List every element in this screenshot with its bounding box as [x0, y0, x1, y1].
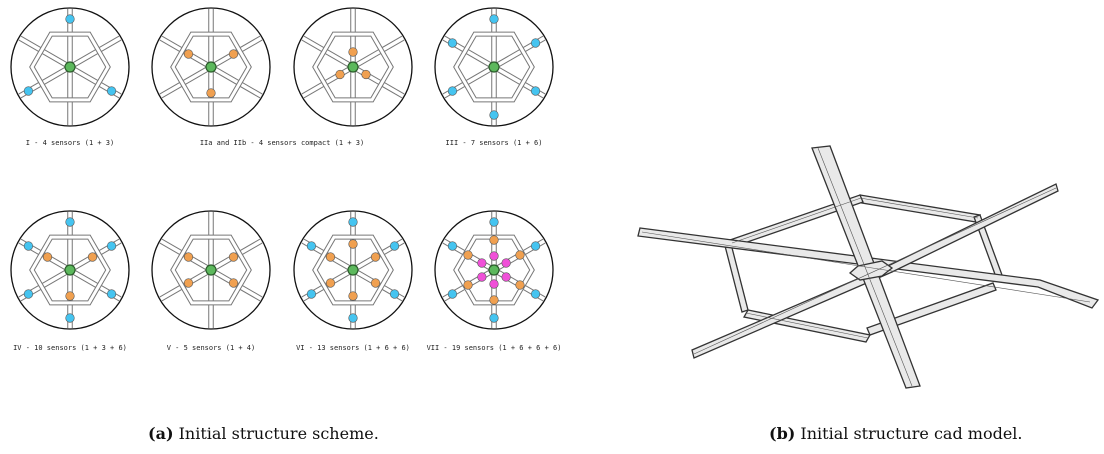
scheme-6	[152, 211, 270, 329]
outer-sensor	[448, 39, 457, 48]
inner-sensor	[516, 281, 525, 290]
inner-sensor	[336, 70, 345, 79]
inner-sensor	[43, 253, 52, 262]
inner-sensor	[229, 253, 238, 262]
cad-model-drawing	[620, 130, 1104, 400]
outer-sensor	[24, 87, 33, 96]
center-sensor	[65, 62, 75, 72]
inner-sensor	[371, 279, 380, 288]
outer-sensor	[490, 15, 499, 24]
inner-sensor	[349, 48, 358, 57]
scheme-8	[435, 211, 553, 329]
inner-sensor	[362, 70, 371, 79]
core-sensor	[490, 252, 499, 261]
inner-sensor	[88, 253, 97, 262]
inner-sensor	[490, 236, 499, 245]
caption-a: (a) Initial structure scheme.	[148, 424, 379, 443]
scheme-label: VI - 13 sensors (1 + 6 + 6)	[296, 344, 410, 352]
center-sensor	[65, 265, 75, 275]
scheme-2	[152, 8, 270, 126]
inner-sensor	[207, 89, 216, 98]
outer-sensor	[66, 314, 75, 323]
core-sensor	[502, 259, 511, 268]
core-sensor	[502, 273, 511, 282]
center-sensor	[348, 265, 358, 275]
inner-sensor	[326, 253, 335, 262]
scheme-label: III - 7 sensors (1 + 6)	[446, 139, 543, 147]
inner-sensor	[229, 50, 238, 59]
scheme-5	[11, 211, 129, 329]
structure-scheme-panel: I - 4 sensors (1 + 3) IIa and IIb - 4 sen…	[0, 0, 600, 410]
outer-sensor	[390, 242, 399, 251]
inner-sensor	[326, 279, 335, 288]
inner-sensor	[464, 251, 473, 260]
outer-sensor	[24, 242, 33, 251]
inner-sensor	[464, 281, 473, 290]
outer-sensor	[107, 87, 116, 96]
inner-sensor	[184, 253, 193, 262]
scheme-label: VII - 19 sensors (1 + 6 + 6 + 6)	[427, 344, 562, 352]
outer-sensor	[349, 218, 358, 227]
outer-sensor	[448, 290, 457, 299]
outer-sensor	[531, 290, 540, 299]
outer-sensor	[490, 111, 499, 120]
core-sensor	[478, 273, 487, 282]
scheme-1	[11, 8, 129, 126]
inner-sensor	[66, 292, 75, 301]
scheme-7	[294, 211, 412, 329]
inner-sensor	[349, 292, 358, 301]
inner-sensor	[229, 279, 238, 288]
outer-sensor	[66, 15, 75, 24]
caption-a-tag: (a)	[148, 424, 174, 443]
inner-sensor	[184, 50, 193, 59]
outer-sensor	[448, 87, 457, 96]
outer-sensor	[531, 39, 540, 48]
outer-sensor	[307, 242, 316, 251]
caption-b-tag: (b)	[769, 424, 795, 443]
core-sensor	[490, 280, 499, 289]
scheme-4	[435, 8, 553, 126]
inner-sensor	[371, 253, 380, 262]
core-sensor	[478, 259, 487, 268]
center-sensor	[206, 62, 216, 72]
outer-sensor	[490, 218, 499, 227]
caption-b: (b) Initial structure cad model.	[769, 424, 1022, 443]
inner-sensor	[184, 279, 193, 288]
scheme-label: I - 4 sensors (1 + 3)	[26, 139, 115, 147]
center-sensor	[489, 62, 499, 72]
outer-sensor	[448, 242, 457, 251]
caption-b-text: Initial structure cad model.	[795, 424, 1022, 443]
outer-sensor	[24, 290, 33, 299]
inner-sensor	[516, 251, 525, 260]
outer-sensor	[107, 242, 116, 251]
outer-sensor	[531, 87, 540, 96]
cad-frame	[638, 146, 1098, 388]
center-sensor	[348, 62, 358, 72]
outer-sensor	[107, 290, 116, 299]
outer-sensor	[307, 290, 316, 299]
scheme-label: IIa and IIb - 4 sensors compact (1 + 3)	[200, 139, 364, 147]
outer-sensor	[349, 314, 358, 323]
center-sensor	[206, 265, 216, 275]
outer-sensor	[66, 218, 75, 227]
caption-a-text: Initial structure scheme.	[174, 424, 379, 443]
outer-sensor	[490, 314, 499, 323]
scheme-3	[294, 8, 412, 126]
inner-sensor	[490, 296, 499, 305]
outer-sensor	[531, 242, 540, 251]
center-sensor	[489, 265, 499, 275]
scheme-label: V - 5 sensors (1 + 4)	[167, 344, 256, 352]
outer-sensor	[390, 290, 399, 299]
inner-sensor	[349, 240, 358, 249]
scheme-label: IV - 10 sensors (1 + 3 + 6)	[13, 344, 127, 352]
